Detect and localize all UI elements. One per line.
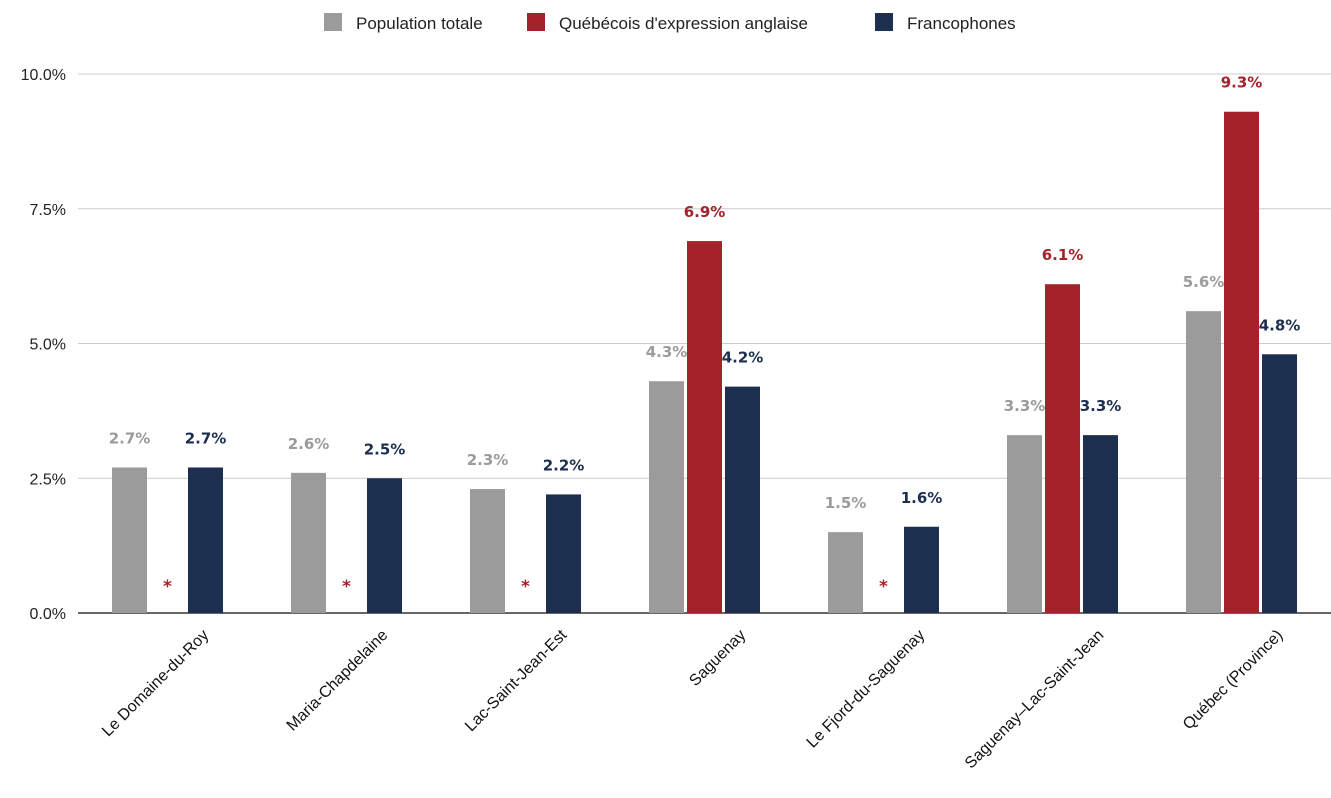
bar: [1262, 354, 1297, 613]
bar: [291, 473, 326, 613]
legend-swatch: [875, 13, 893, 31]
legend-label: Population totale: [356, 14, 483, 33]
y-tick-label: 2.5%: [30, 471, 66, 488]
y-tick-label: 7.5%: [30, 202, 66, 219]
bar: [687, 241, 722, 613]
data-label: 1.5%: [825, 494, 867, 512]
x-tick-label: Québec (Province): [1180, 627, 1286, 733]
data-label: 9.3%: [1221, 74, 1263, 92]
data-label: 4.8%: [1259, 316, 1301, 334]
x-tick-label: Saguenay–Lac-Saint-Jean: [962, 627, 1107, 772]
legend-label: Francophones: [907, 14, 1016, 33]
legend-swatch: [527, 13, 545, 31]
x-tick-label: Maria-Chapdelaine: [284, 627, 392, 735]
missing-data-marker: *: [521, 577, 530, 597]
data-label: 3.3%: [1004, 397, 1046, 415]
bar: [112, 467, 147, 613]
bar: [470, 489, 505, 613]
data-label: 6.1%: [1042, 246, 1084, 264]
bar: [828, 532, 863, 613]
data-label: 2.7%: [185, 429, 227, 447]
bar: [1007, 435, 1042, 613]
missing-data-marker: *: [163, 577, 172, 597]
bar: [904, 527, 939, 613]
data-label: 5.6%: [1183, 273, 1225, 291]
bar: [649, 381, 684, 613]
missing-data-marker: *: [342, 577, 351, 597]
data-label: 2.3%: [467, 451, 509, 469]
bar: [546, 494, 581, 613]
data-label: 1.6%: [901, 489, 943, 507]
x-tick-label: Le Domaine-du-Roy: [99, 627, 212, 740]
bar: [725, 387, 760, 613]
data-label: 2.7%: [109, 429, 151, 447]
data-label: 6.9%: [684, 203, 726, 221]
bar: [1083, 435, 1118, 613]
legend-swatch: [324, 13, 342, 31]
data-label: 3.3%: [1080, 397, 1122, 415]
bar: [1045, 284, 1080, 613]
y-tick-label: 10.0%: [21, 67, 66, 84]
bar: [188, 467, 223, 613]
y-tick-label: 0.0%: [30, 606, 66, 623]
missing-data-marker: *: [879, 577, 888, 597]
y-tick-label: 5.0%: [30, 337, 66, 354]
legend-label: Québécois d'expression anglaise: [559, 14, 808, 33]
bar: [1224, 112, 1259, 613]
x-tick-label: Le Fjord-du-Saguenay: [804, 627, 929, 752]
data-label: 4.3%: [646, 343, 688, 361]
x-tick-label: Lac-Saint-Jean-Est: [462, 626, 571, 735]
bar: [367, 478, 402, 613]
data-label: 2.2%: [543, 456, 585, 474]
x-tick-label: Saguenay: [686, 627, 749, 690]
data-label: 2.6%: [288, 435, 330, 453]
data-label: 2.5%: [364, 440, 406, 458]
data-label: 4.2%: [722, 349, 764, 367]
bar: [1186, 311, 1221, 613]
